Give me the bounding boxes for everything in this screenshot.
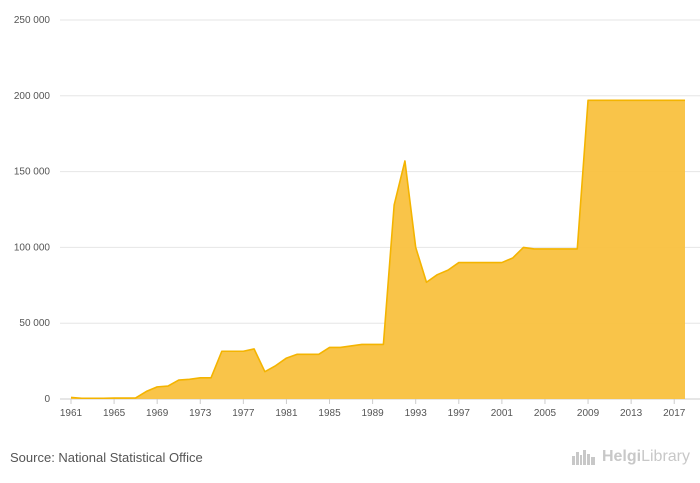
brand-logo[interactable]: HelgiLibrary bbox=[571, 448, 690, 466]
x-tick-label: 2017 bbox=[663, 408, 686, 419]
x-tick-label: 2005 bbox=[534, 408, 557, 419]
y-tick-label: 100 000 bbox=[14, 242, 51, 253]
x-tick-label: 1969 bbox=[146, 408, 169, 419]
x-tick-label: 1977 bbox=[232, 408, 255, 419]
area-fill bbox=[71, 100, 685, 399]
x-tick-label: 1965 bbox=[103, 408, 126, 419]
area-line bbox=[70, 99, 685, 400]
x-tick-label: 2001 bbox=[491, 408, 514, 419]
x-tick-label: 1997 bbox=[448, 408, 471, 419]
x-tick-label: 2009 bbox=[577, 408, 600, 419]
x-tick-label: 1961 bbox=[60, 408, 83, 419]
brand-name-strong: Helgi bbox=[601, 448, 642, 465]
brand-name-rest: Library bbox=[641, 448, 690, 465]
helgi-skyline-icon bbox=[571, 450, 595, 465]
source-note: Source: National Statistical Office bbox=[10, 450, 203, 465]
y-tick-label: 50 000 bbox=[19, 318, 50, 329]
y-tick-label: 150 000 bbox=[14, 167, 51, 178]
x-axis-ticks: 1961 1965 1969 1973 1977 1981 1985 1989 1993 1997… bbox=[60, 399, 686, 419]
y-axis-ticks: 0 50 000 100 000 150 000 200 000 250 000 bbox=[14, 15, 51, 405]
y-tick-label: 200 000 bbox=[14, 91, 51, 102]
area-chart: 0 50 000 100 000 150 000 200 000 250 000 1961… bbox=[14, 15, 700, 419]
x-tick-label: 1993 bbox=[405, 408, 428, 419]
x-tick-label: 1973 bbox=[189, 408, 212, 419]
x-tick-label: 1981 bbox=[275, 408, 298, 419]
y-tick-label: 250 000 bbox=[14, 15, 51, 26]
x-tick-label: 2013 bbox=[620, 408, 643, 419]
y-tick-label: 0 bbox=[44, 394, 50, 405]
x-tick-label: 1989 bbox=[361, 408, 384, 419]
x-tick-label: 1985 bbox=[318, 408, 341, 419]
